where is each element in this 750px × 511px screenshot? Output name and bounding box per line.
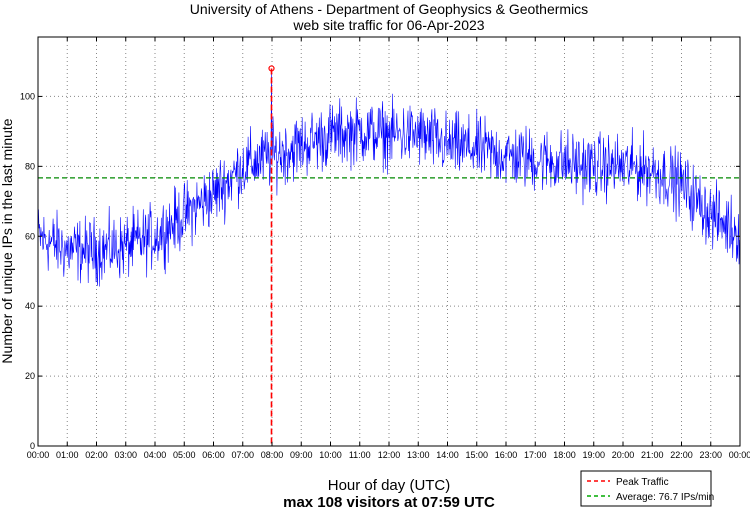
x-axis-label: Hour of day (UTC) — [328, 477, 451, 494]
x-tick-label: 05:00 — [173, 450, 196, 460]
y-tick-label: 0 — [30, 441, 35, 451]
legend: Peak Traffic Average: 76.7 IPs/min — [580, 470, 714, 507]
x-tick-label: 19:00 — [582, 450, 605, 460]
chart-subtitle: web site traffic for 06-Apr-2023 — [292, 17, 484, 33]
x-tick-label: 09:00 — [290, 450, 313, 460]
x-tick-label: 04:00 — [144, 450, 167, 460]
x-tick-label: 08:00 — [261, 450, 284, 460]
chart-title: University of Athens - Department of Geo… — [190, 1, 588, 17]
x-tick-label: 07:00 — [231, 450, 254, 460]
x-tick-label: 16:00 — [495, 450, 518, 460]
x-tick-label: 00:00 — [27, 450, 50, 460]
y-tick-label: 40 — [25, 301, 35, 311]
x-tick-label: 23:00 — [699, 450, 722, 460]
x-tick-label: 02:00 — [85, 450, 108, 460]
x-tick-label: 06:00 — [202, 450, 225, 460]
legend-average-label: Average: 76.7 IPs/min — [616, 492, 714, 503]
x-tick-label: 20:00 — [612, 450, 635, 460]
x-tick-label: 03:00 — [114, 450, 137, 460]
x-tick-label: 22:00 — [670, 450, 693, 460]
x-tick-label: 18:00 — [553, 450, 576, 460]
x-tick-label: 21:00 — [641, 450, 664, 460]
y-tick-label: 60 — [25, 231, 35, 241]
x-tick-label: 15:00 — [465, 450, 488, 460]
x-tick-label: 00:00 — [729, 450, 750, 460]
traffic-series-line — [37, 68, 740, 287]
x-tick-label: 11:00 — [349, 450, 371, 460]
y-tick-label: 100 — [20, 91, 35, 101]
x-tick-label: 01:00 — [56, 450, 79, 460]
legend-box — [580, 470, 712, 507]
x-tick-label: 17:00 — [524, 450, 547, 460]
peak-marker — [268, 65, 275, 72]
y-tick-label: 20 — [25, 371, 35, 381]
y-tick-label: 80 — [25, 161, 35, 171]
y-axis-label: Number of unique IPs in the last minute — [0, 118, 15, 363]
legend-peak-label: Peak Traffic — [616, 477, 669, 488]
x-tick-label: 14:00 — [436, 450, 459, 460]
x-tick-label: 10:00 — [319, 450, 342, 460]
x-tick-label: 12:00 — [378, 450, 401, 460]
max-visitors-footer: max 108 visitors at 07:59 UTC — [283, 494, 495, 511]
x-tick-label: 13:00 — [407, 450, 430, 460]
